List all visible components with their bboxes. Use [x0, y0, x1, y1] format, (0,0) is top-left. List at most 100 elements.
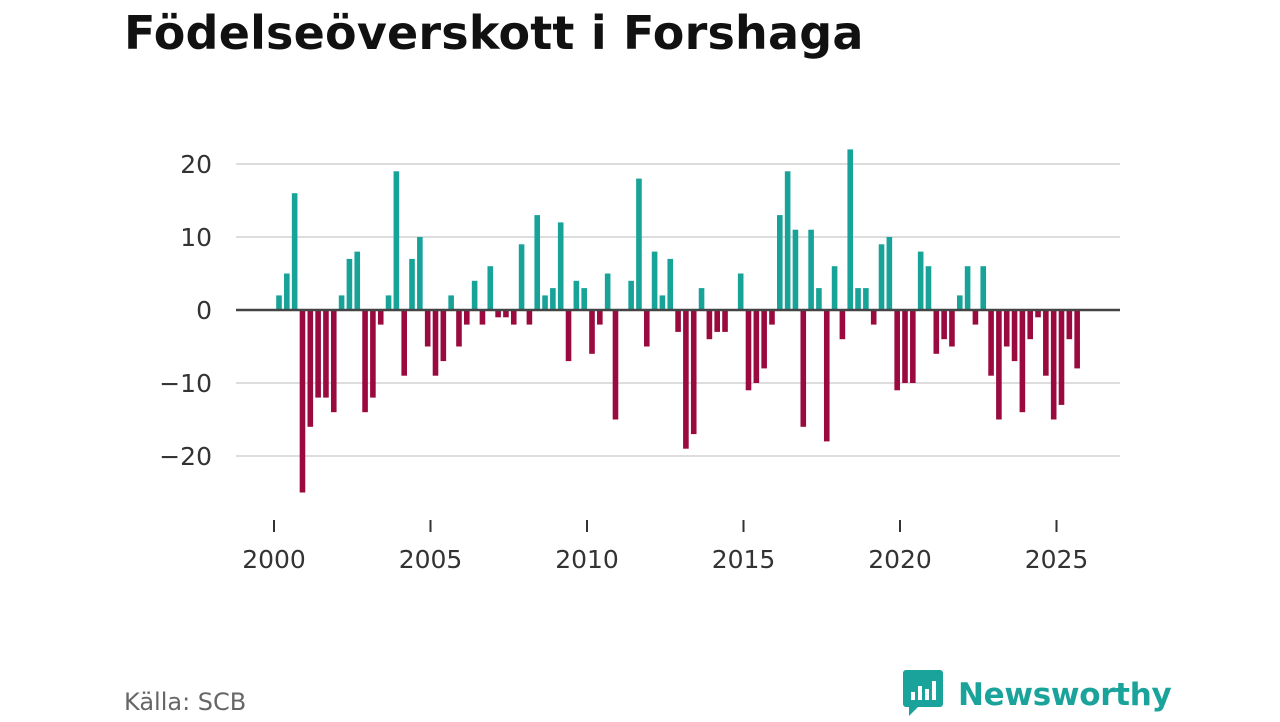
bar: [777, 215, 783, 310]
bar: [550, 288, 556, 310]
y-tick-label: 0: [196, 296, 212, 325]
brand-logo[interactable]: Newsworthy: [902, 668, 1172, 722]
bar: [424, 310, 431, 347]
bar: [823, 310, 830, 442]
bar: [464, 310, 470, 325]
bar: [456, 310, 462, 347]
bar: [276, 295, 282, 310]
bar: [1011, 310, 1018, 362]
bar: [612, 310, 619, 420]
bar: [518, 244, 525, 310]
bar: [409, 258, 415, 310]
bar: [604, 273, 611, 310]
x-tick-label: 2000: [242, 545, 306, 574]
bar: [291, 193, 298, 310]
bar: [902, 310, 908, 383]
x-tick-label: 2010: [555, 545, 619, 574]
bar: [393, 171, 400, 310]
bar: [988, 310, 994, 376]
bar: [651, 251, 658, 310]
bar: [479, 310, 486, 325]
bar: [636, 178, 642, 310]
bar: [377, 310, 384, 325]
bar: [643, 310, 650, 347]
bar: [894, 310, 900, 391]
bar: [949, 310, 955, 347]
bar: [542, 295, 548, 310]
bar: [683, 310, 689, 449]
x-tick-label: 2025: [1025, 545, 1089, 574]
bar: [1043, 310, 1049, 376]
brand-name: Newsworthy: [958, 677, 1172, 713]
bar: [933, 310, 940, 354]
bar: [338, 295, 345, 310]
bar: [737, 273, 744, 310]
newsworthy-logo-icon: [902, 668, 944, 722]
bar: [432, 310, 439, 376]
bar: [808, 229, 814, 310]
gridlines: [236, 163, 1120, 457]
bar: [831, 266, 838, 310]
bar: [870, 310, 877, 325]
bar: [784, 171, 791, 310]
bar: [996, 310, 1002, 420]
bar: [315, 310, 321, 398]
x-tick-label: 2015: [712, 545, 776, 574]
bar: [330, 310, 337, 413]
bar: [792, 229, 799, 310]
source-note: Källa: SCB: [124, 688, 247, 716]
bar: [659, 295, 666, 310]
y-tick-label: 20: [180, 150, 212, 179]
bar: [503, 310, 509, 318]
bar: [863, 288, 869, 310]
x-tick-label: 2020: [868, 545, 932, 574]
bar: [510, 310, 517, 325]
bar: [495, 310, 501, 318]
bar: [307, 310, 314, 427]
bar: [1074, 310, 1080, 369]
bar: [589, 310, 595, 354]
bar: [1035, 310, 1041, 318]
y-tick-label: −20: [159, 442, 212, 471]
bar: [910, 310, 916, 383]
bar: [667, 258, 674, 310]
bar: [675, 310, 681, 332]
bar: [847, 149, 854, 310]
y-tick-label: −10: [159, 369, 212, 398]
bar: [886, 237, 893, 310]
bar: [401, 310, 407, 376]
bar: [323, 310, 329, 398]
bar: [1050, 310, 1057, 420]
bar: [362, 310, 368, 413]
bar: [597, 310, 603, 325]
bar: [972, 310, 979, 325]
bar: [956, 295, 963, 310]
bar: [839, 310, 846, 340]
bar: [800, 310, 807, 427]
bar: [706, 310, 713, 340]
bar: [925, 266, 932, 310]
bar: [534, 215, 541, 310]
bar: [1058, 310, 1065, 405]
x-axis-ticks: 2000 2005 2010 2015 2020 2025: [242, 520, 1088, 574]
bar: [628, 280, 634, 310]
bar: [565, 310, 572, 362]
bar: [284, 273, 290, 310]
bar: [1003, 310, 1010, 347]
bar: [385, 295, 392, 310]
bar: [471, 280, 478, 310]
bar: [980, 266, 987, 310]
bar: [487, 266, 494, 310]
bar: [440, 310, 447, 362]
bar: [581, 288, 587, 310]
bar: [878, 244, 885, 310]
bar: [722, 310, 728, 332]
bar: [690, 310, 697, 435]
bar: [417, 237, 423, 310]
bar: [769, 310, 775, 325]
bar: [448, 295, 454, 310]
bar: [698, 288, 705, 310]
y-tick-label: 10: [180, 223, 212, 252]
bar: [1019, 310, 1026, 413]
